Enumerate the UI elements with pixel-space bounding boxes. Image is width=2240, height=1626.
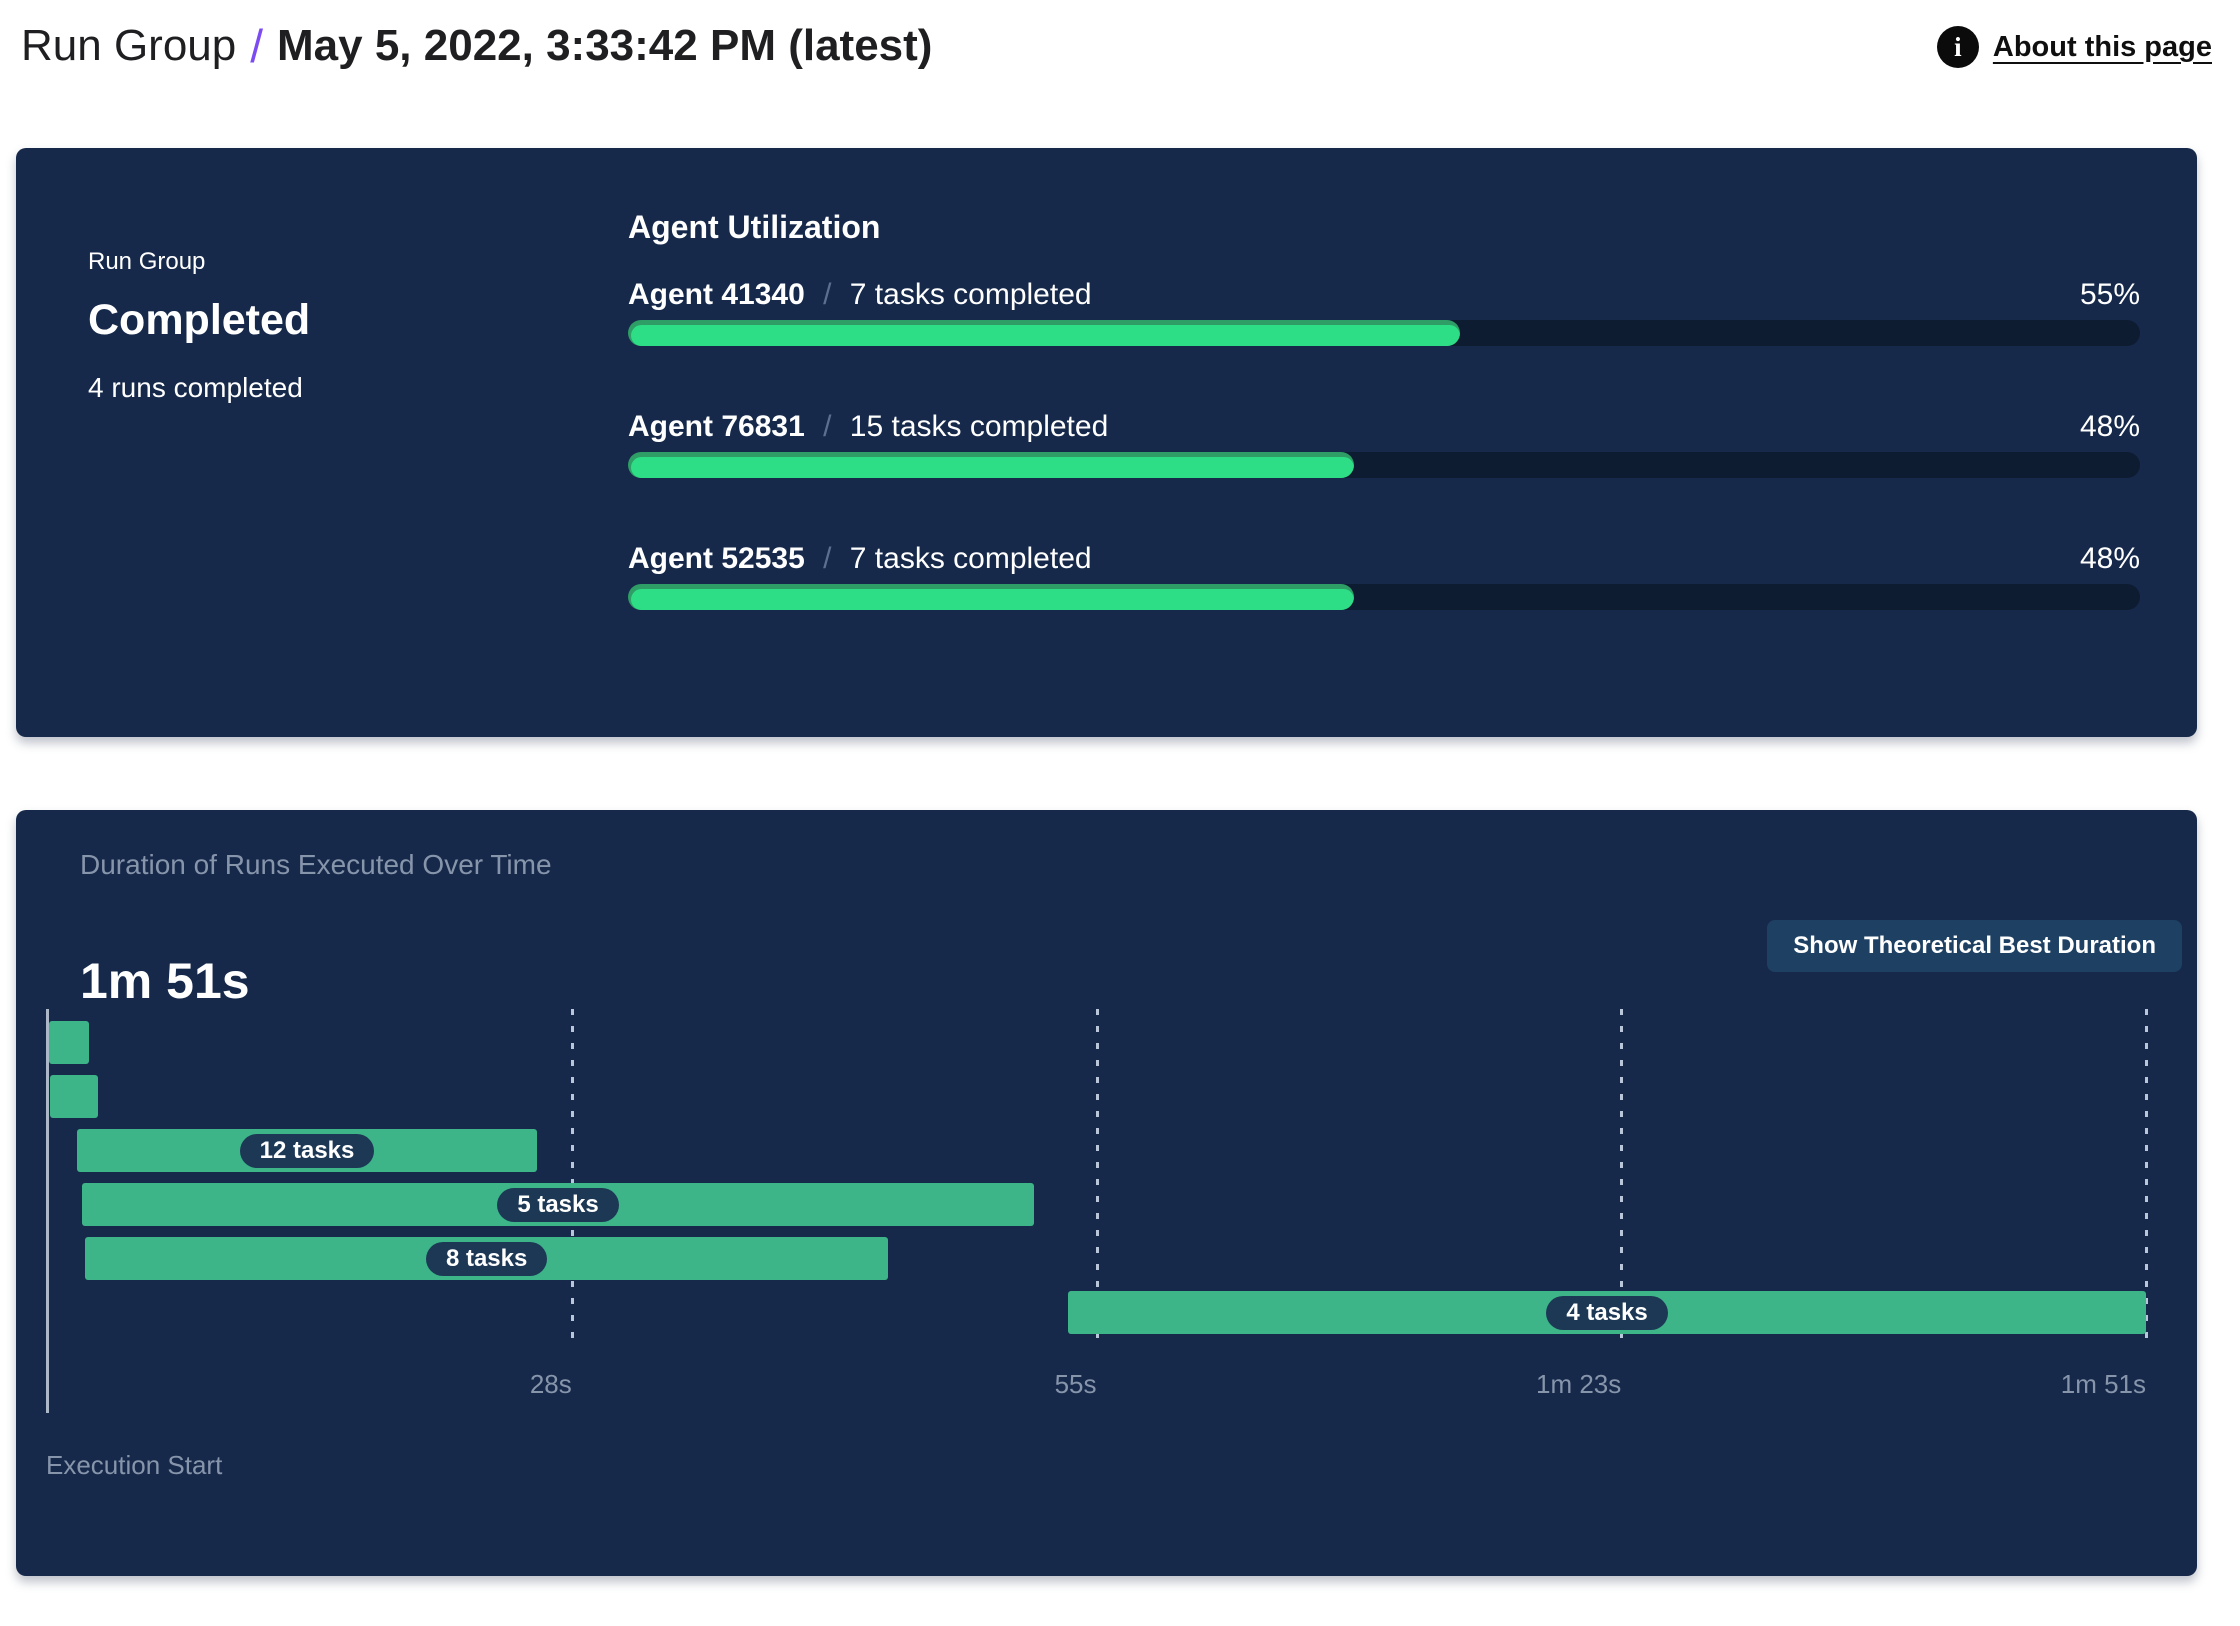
agent-name: Agent 52535 xyxy=(628,542,805,575)
agent-label-line: Agent 41340 / 7 tasks completed 55% xyxy=(628,278,2140,312)
show-theoretical-best-duration-button[interactable]: Show Theoretical Best Duration xyxy=(1767,920,2182,972)
duration-chart-panel: Duration of Runs Executed Over Time 1m 5… xyxy=(16,810,2197,1576)
separator: / xyxy=(823,410,832,443)
execution-start-label: Execution Start xyxy=(46,1450,223,1480)
agent-name: Agent 41340 xyxy=(628,278,805,311)
progress-fill xyxy=(628,452,1354,478)
axis-tick-label: 1m 23s xyxy=(1535,1369,1622,1399)
agent-utilization-percent: 48% xyxy=(2079,410,2140,443)
task-count-badge: 5 tasks xyxy=(497,1187,619,1222)
about-link-label: About this page xyxy=(1992,30,2212,63)
gantt-chart: 28s 55s 1m 23s 1m 51s 12 tasks 5 tasks 8 tasks… xyxy=(46,1009,2148,1413)
progress-fill xyxy=(628,584,1354,610)
run-group-status-panel: Run Group Completed 4 runs completed Age… xyxy=(16,148,2197,737)
task-count-badge: 4 tasks xyxy=(1546,1295,1668,1330)
runs-completed-count: 4 runs completed xyxy=(88,372,303,403)
task-count-badge: 12 tasks xyxy=(239,1133,375,1168)
run-group-label: Run Group xyxy=(88,248,206,275)
duration-chart-title: Duration of Runs Executed Over Time xyxy=(80,849,552,880)
agent-task-count: 15 tasks completed xyxy=(849,410,1109,443)
separator: / xyxy=(823,278,832,311)
agent-label-line: Agent 52535 / 7 tasks completed 48% xyxy=(628,542,2140,576)
breadcrumb-separator: / xyxy=(250,20,264,72)
agent-name: Agent 76831 xyxy=(628,410,805,443)
agent-utilization-row: Agent 52535 / 7 tasks completed 48% xyxy=(628,542,2140,610)
agent-utilization-title: Agent Utilization xyxy=(628,209,881,245)
info-icon[interactable]: i xyxy=(1936,26,1979,68)
agent-label-line: Agent 76831 / 15 tasks completed 48% xyxy=(628,410,2140,444)
agent-utilization-percent: 48% xyxy=(2079,542,2140,575)
total-duration-value: 1m 51s xyxy=(80,953,250,1009)
gantt-bar-run[interactable]: 4 tasks xyxy=(1068,1291,2146,1334)
gridline xyxy=(570,1009,574,1348)
progress-track xyxy=(628,320,2140,346)
gridline xyxy=(2145,1009,2148,1348)
task-count-badge: 8 tasks xyxy=(425,1241,548,1276)
gridline xyxy=(1620,1009,1624,1348)
axis-tick-label: 55s xyxy=(1054,1369,1097,1399)
agent-task-count: 7 tasks completed xyxy=(849,278,1092,311)
progress-fill xyxy=(628,320,1460,346)
gantt-bar-run[interactable] xyxy=(48,1021,89,1064)
breadcrumb-root: Run Group xyxy=(21,21,237,70)
agent-task-count: 7 tasks completed xyxy=(849,542,1092,575)
page-title: May 5, 2022, 3:33:42 PM (latest) xyxy=(277,21,933,70)
about-this-page-link[interactable]: i About this page xyxy=(1936,26,2212,68)
execution-start-axis-line xyxy=(46,1009,49,1413)
agent-utilization-percent: 55% xyxy=(2079,278,2140,311)
progress-track xyxy=(628,584,2140,610)
gantt-bar-run[interactable] xyxy=(49,1075,99,1118)
agent-utilization-list: Agent 41340 / 7 tasks completed 55% Agen… xyxy=(628,278,2140,674)
gantt-bar-run[interactable]: 12 tasks xyxy=(77,1129,537,1172)
axis-tick-label: 1m 51s xyxy=(2060,1369,2146,1399)
run-group-status: Completed xyxy=(88,296,311,344)
progress-track xyxy=(628,452,2140,478)
gantt-bar-run[interactable]: 5 tasks xyxy=(81,1183,1035,1226)
agent-utilization-row: Agent 76831 / 15 tasks completed 48% xyxy=(628,410,2140,478)
axis-tick-label: 28s xyxy=(529,1369,572,1399)
gantt-bar-run[interactable]: 8 tasks xyxy=(84,1237,889,1280)
gridline xyxy=(1095,1009,1099,1348)
separator: / xyxy=(823,542,832,575)
breadcrumb: Run Group / May 5, 2022, 3:33:42 PM (lat… xyxy=(21,0,932,92)
agent-utilization-row: Agent 41340 / 7 tasks completed 55% xyxy=(628,278,2140,346)
